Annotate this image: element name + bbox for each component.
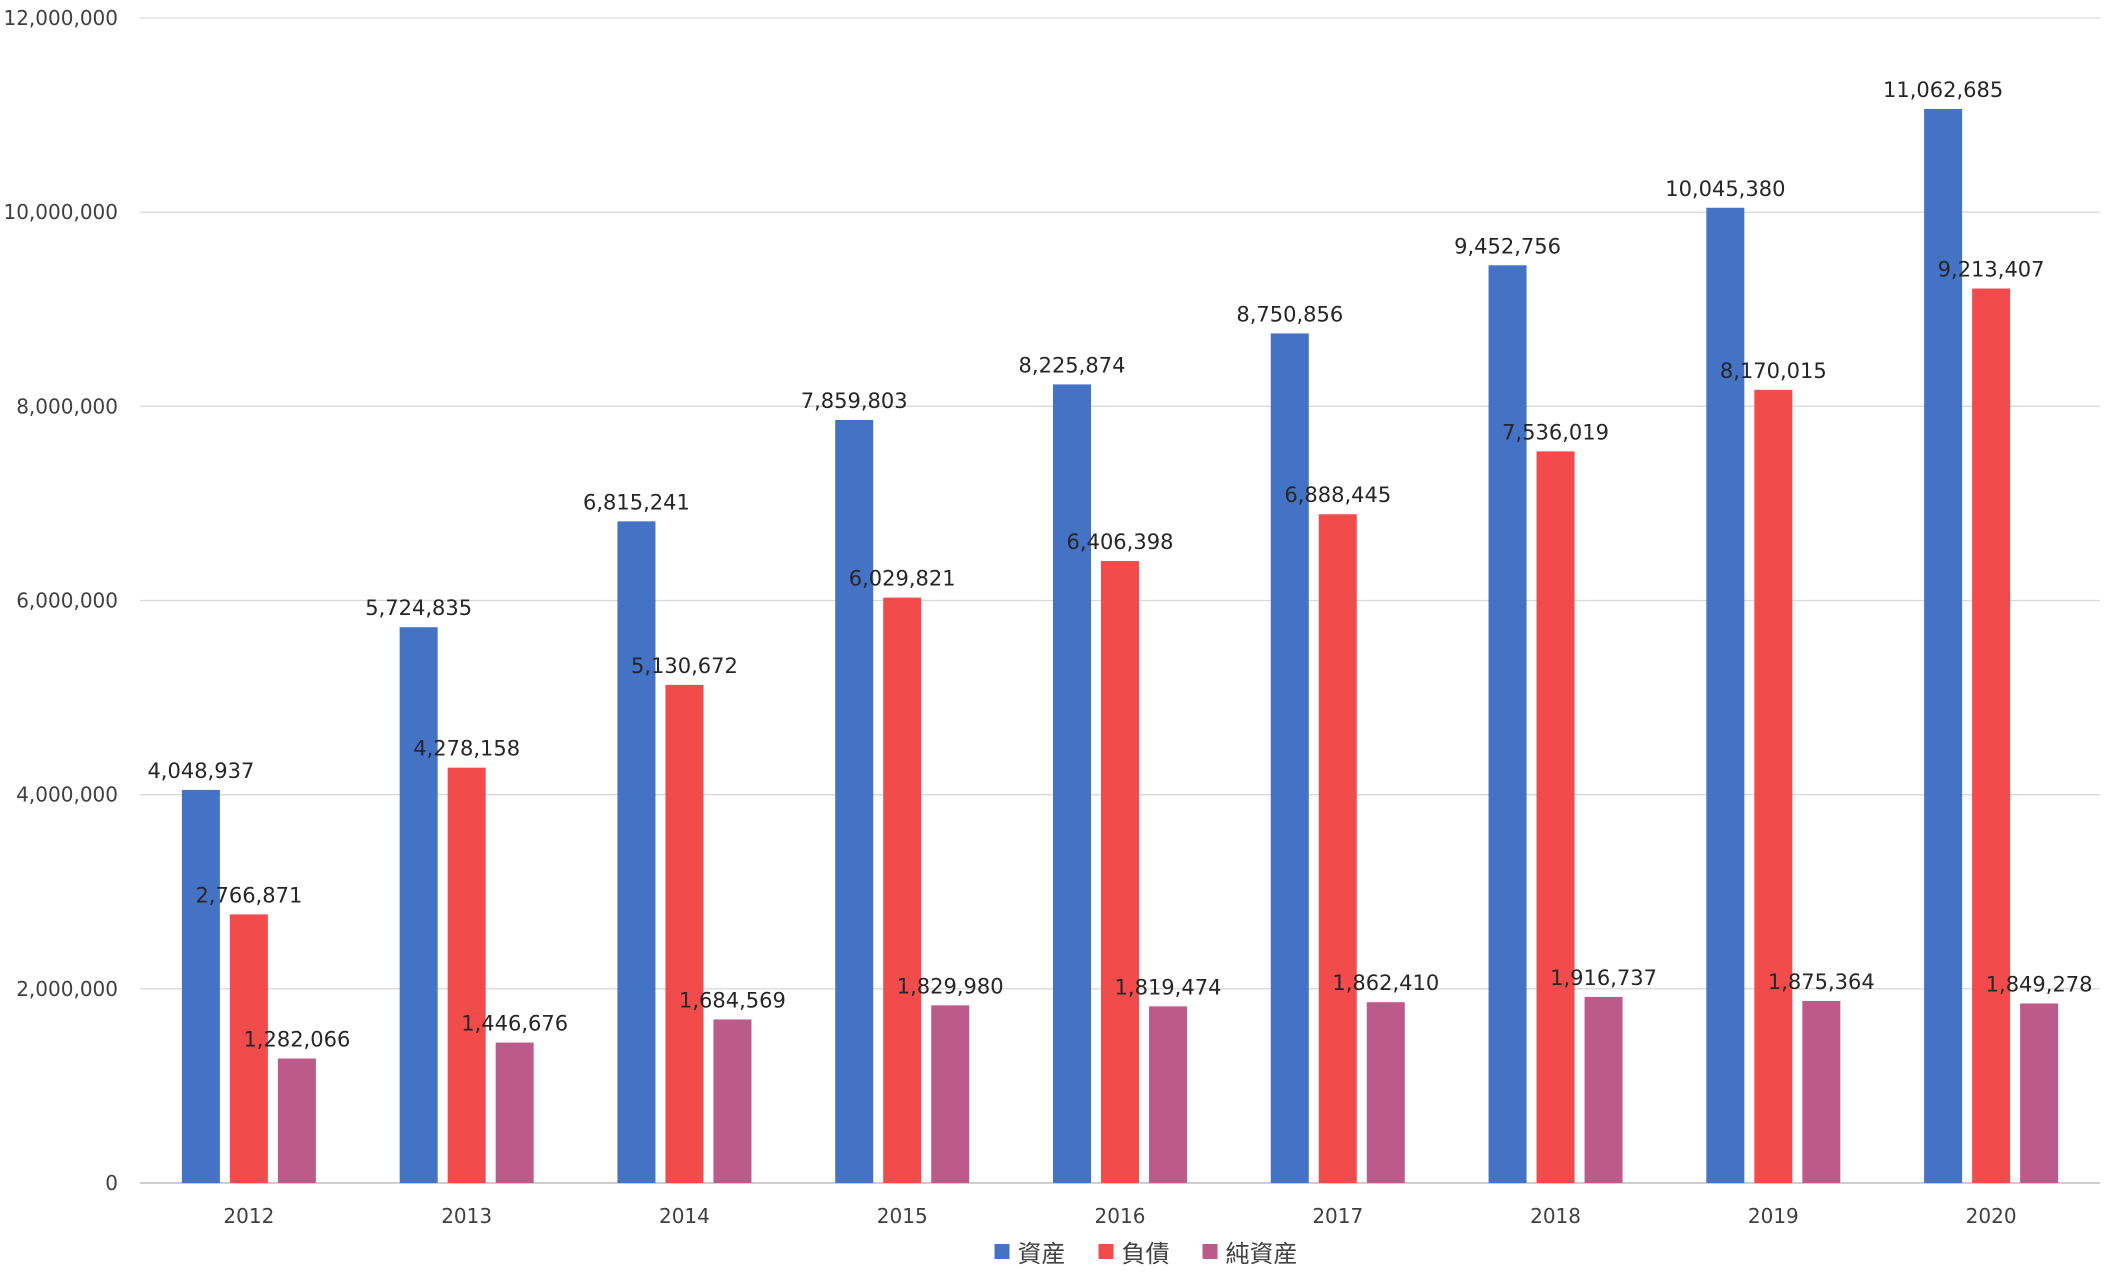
- data-labels: 4,048,937 2,766,871 1,282,066 5,724,835 4,27…: [147, 78, 2092, 1052]
- x-axis: 2012 2013 2014 2015 2016 2017 2018 2019 2020: [223, 1204, 2016, 1228]
- y-tick-label: 10,000,000: [3, 200, 118, 224]
- data-label: 1,916,737: [1550, 966, 1657, 990]
- legend-item-資産: 資産: [994, 1240, 1066, 1268]
- data-label: 7,536,019: [1502, 420, 1609, 444]
- data-label: 8,225,874: [1019, 353, 1126, 377]
- data-label: 4,048,937: [147, 759, 254, 783]
- data-label: 9,213,407: [1938, 258, 2045, 282]
- bar-純資産-2013: [495, 1042, 534, 1183]
- x-tick-label: 2015: [877, 1204, 928, 1228]
- bar-資産-2012: [181, 789, 220, 1183]
- x-tick-label: 2019: [1748, 1204, 1799, 1228]
- bar-資産-2019: [1706, 207, 1745, 1183]
- y-tick-label: 2,000,000: [16, 977, 118, 1001]
- data-label: 1,849,278: [1986, 972, 2093, 996]
- y-tick-label: 8,000,000: [16, 394, 118, 418]
- bar-資産-2016: [1053, 384, 1091, 1183]
- x-tick-label: 2013: [441, 1204, 492, 1228]
- bar-純資産-2014: [713, 1019, 752, 1183]
- data-label: 1,282,066: [243, 1028, 350, 1052]
- y-tick-label: 12,000,000: [3, 6, 118, 30]
- data-label: 1,829,980: [897, 974, 1004, 998]
- bar-資産-2014: [617, 521, 656, 1183]
- bar-負債-2012: [229, 914, 268, 1183]
- bar-純資産-2016: [1149, 1006, 1187, 1183]
- bar-純資産-2017: [1366, 1002, 1405, 1183]
- data-label: 5,724,835: [365, 596, 472, 620]
- data-label: 1,446,676: [461, 1012, 568, 1036]
- data-label: 1,875,364: [1768, 970, 1875, 994]
- y-tick-label: 4,000,000: [16, 783, 118, 807]
- bar-負債-2014: [665, 684, 704, 1183]
- legend: 資産 負債 純資産: [994, 1240, 1298, 1268]
- y-tick-label: 0: [105, 1171, 118, 1195]
- bar-負債-2016: [1101, 561, 1139, 1183]
- bars: [181, 108, 2059, 1184]
- data-label: 6,888,445: [1284, 483, 1391, 507]
- x-tick-label: 2012: [223, 1204, 274, 1228]
- bar-負債-2017: [1318, 514, 1357, 1183]
- data-label: 5,130,672: [631, 654, 738, 678]
- data-label: 1,819,474: [1115, 975, 1222, 999]
- data-label: 2,766,871: [195, 883, 302, 907]
- bar-負債-2015: [883, 597, 922, 1183]
- x-tick-label: 2016: [1095, 1204, 1146, 1228]
- data-label: 6,029,821: [849, 567, 956, 591]
- data-label: 1,684,569: [679, 988, 786, 1012]
- legend-item-負債: 負債: [1098, 1240, 1170, 1268]
- y-axis: 0 2,000,000 4,000,000 6,000,000 8,000,000 10,…: [3, 6, 118, 1195]
- legend-label: 純資産: [1226, 1240, 1298, 1268]
- data-label: 8,750,856: [1236, 302, 1343, 326]
- data-label: 4,278,158: [413, 737, 520, 761]
- bar-純資産-2015: [931, 1005, 970, 1183]
- bar-純資産-2012: [277, 1058, 316, 1183]
- legend-label: 負債: [1122, 1240, 1170, 1268]
- legend-swatch: [1098, 1244, 1114, 1259]
- bar-資産-2017: [1270, 333, 1309, 1183]
- bar-資産-2015: [835, 419, 874, 1184]
- x-tick-label: 2014: [659, 1204, 710, 1228]
- x-tick-label: 2018: [1530, 1204, 1581, 1228]
- bar-純資産-2019: [1802, 1000, 1841, 1183]
- legend-swatch: [1202, 1244, 1218, 1259]
- bar-負債-2013: [447, 767, 486, 1183]
- data-label: 6,815,241: [583, 490, 690, 514]
- data-label: 7,859,803: [801, 389, 908, 413]
- x-tick-label: 2020: [1966, 1204, 2017, 1228]
- x-tick-label: 2017: [1312, 1204, 1363, 1228]
- bar-資産-2013: [399, 627, 438, 1183]
- bar-負債-2018: [1536, 451, 1575, 1183]
- bar-純資産-2020: [2020, 1003, 2059, 1183]
- data-label: 6,406,398: [1067, 530, 1174, 554]
- data-label: 8,170,015: [1720, 359, 1827, 383]
- data-label: 11,062,685: [1883, 78, 2003, 102]
- bar-純資産-2018: [1584, 996, 1623, 1183]
- bar-負債-2019: [1754, 389, 1793, 1183]
- data-label: 10,045,380: [1665, 177, 1785, 201]
- legend-label: 資産: [1018, 1240, 1066, 1268]
- data-label: 9,452,756: [1454, 234, 1561, 258]
- bar-資産-2018: [1488, 265, 1527, 1184]
- legend-item-純資産: 純資産: [1202, 1240, 1298, 1268]
- bar-資産-2020: [1924, 108, 1963, 1183]
- y-tick-label: 6,000,000: [16, 589, 118, 613]
- legend-swatch: [994, 1244, 1010, 1259]
- bar-負債-2020: [1972, 288, 2011, 1183]
- data-label: 1,862,410: [1332, 971, 1439, 995]
